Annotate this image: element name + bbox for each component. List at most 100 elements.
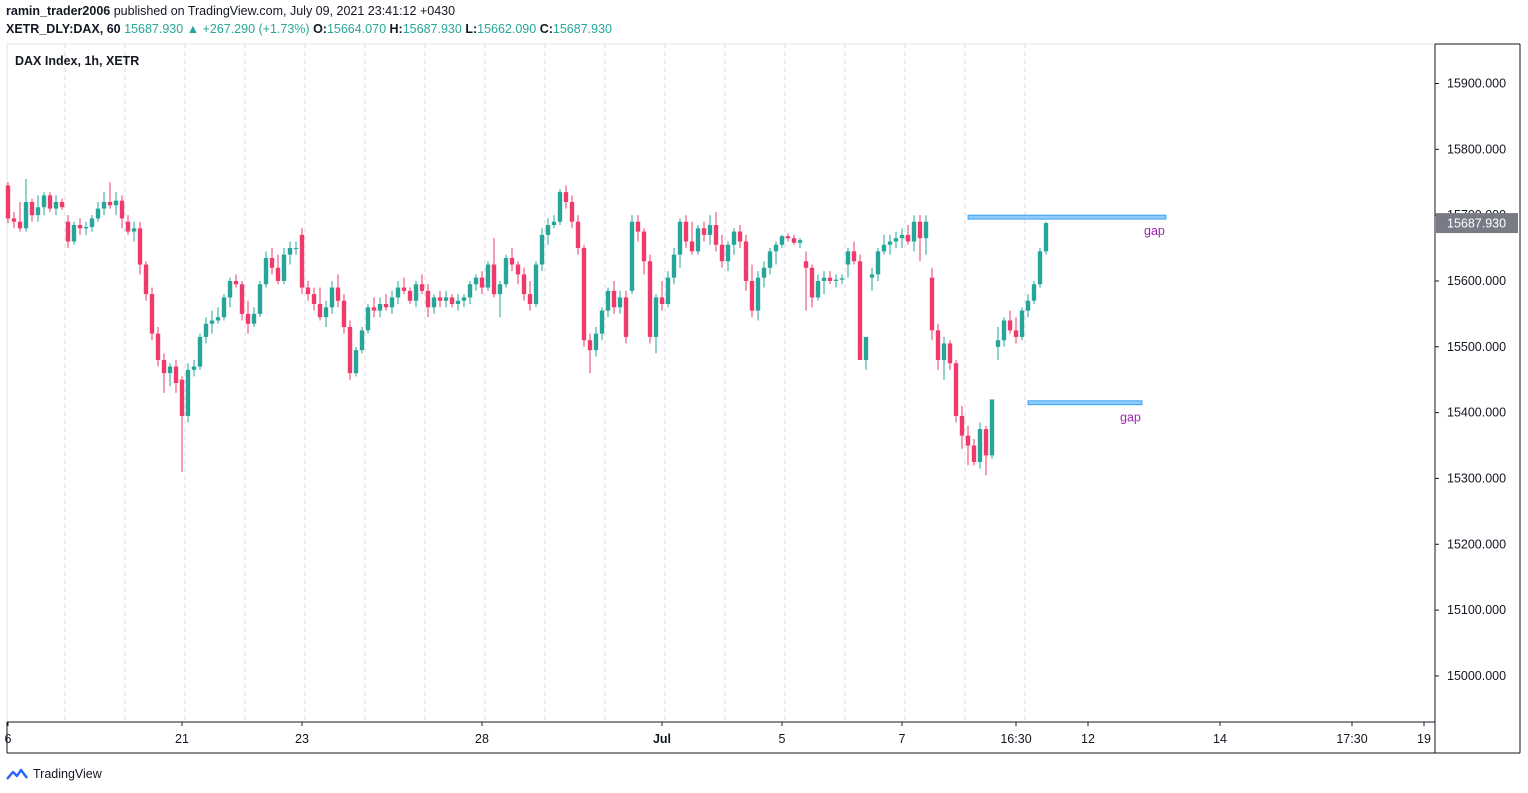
grid-lines xyxy=(64,44,1026,722)
candle-up xyxy=(629,221,635,291)
candle-down xyxy=(683,221,689,242)
tradingview-brand[interactable]: TradingView xyxy=(33,767,102,781)
candle-down xyxy=(1007,320,1013,331)
candle-up xyxy=(497,284,503,295)
candle-down xyxy=(11,218,17,222)
gap-label: gap xyxy=(1144,224,1165,238)
plot-area xyxy=(6,43,1436,723)
candle-down xyxy=(179,379,185,416)
candle-up xyxy=(461,297,467,301)
candle-down xyxy=(689,241,695,252)
candle-up xyxy=(365,307,371,331)
candle-down xyxy=(107,201,113,206)
candle-down xyxy=(827,277,833,281)
candle-up xyxy=(839,278,845,280)
x-tick-label: 6 xyxy=(5,732,12,746)
candle-up xyxy=(605,290,611,311)
candle-up xyxy=(1037,251,1043,285)
candle-up xyxy=(413,284,419,301)
y-axis-ticks: 15000.000 15100.000 15200.000 15300.000 1540… xyxy=(1435,76,1506,683)
candle-up xyxy=(215,317,221,321)
low-label: L: xyxy=(465,22,478,36)
y-tick-label: 15000.000 xyxy=(1447,669,1506,683)
candle-down xyxy=(785,236,791,239)
candle-up xyxy=(593,333,599,351)
candle-down xyxy=(245,313,251,324)
candle-down xyxy=(965,435,971,446)
y-tick-label: 15800.000 xyxy=(1447,142,1506,156)
y-tick-label: 15600.000 xyxy=(1447,274,1506,288)
close-label: C: xyxy=(539,22,553,36)
y-tick-label: 15100.000 xyxy=(1447,603,1506,617)
x-tick-label: 19 xyxy=(1417,732,1431,746)
candle-up xyxy=(1001,320,1007,341)
x-tick-label: 5 xyxy=(779,732,786,746)
candle-down xyxy=(743,241,749,281)
last-price-tag-label: 15687.930 xyxy=(1447,217,1506,231)
candle-down xyxy=(275,267,281,281)
candle-down xyxy=(563,192,569,202)
candle-up xyxy=(653,297,659,337)
candle-up xyxy=(263,257,269,285)
candle-down xyxy=(905,234,911,242)
candle-down xyxy=(401,287,407,291)
open-label: O: xyxy=(313,22,327,36)
candle-down xyxy=(239,284,245,314)
candle-down xyxy=(947,343,953,364)
candle-down xyxy=(647,261,653,337)
last-price: 15687.930 xyxy=(124,22,184,36)
publish-info: ramin_trader2006 published on TradingVie… xyxy=(6,4,455,18)
candle-up xyxy=(167,366,173,374)
published-text: published on TradingView.com, July 09, 2… xyxy=(110,4,456,18)
candle-down xyxy=(713,225,719,245)
candle-up xyxy=(893,238,899,242)
candle-down xyxy=(119,200,125,219)
candle-down xyxy=(749,280,755,311)
candle-down xyxy=(719,244,725,262)
candle-up xyxy=(725,244,731,262)
candle-down xyxy=(803,261,809,268)
x-tick-label: 21 xyxy=(175,732,189,746)
gap-annotations: gap gap xyxy=(967,214,1167,425)
candle-up xyxy=(911,221,917,242)
candle-down xyxy=(581,248,587,341)
candle-down xyxy=(659,297,665,305)
candle-up xyxy=(1019,310,1025,337)
candle-down xyxy=(137,228,143,265)
candle-down xyxy=(791,238,797,243)
up-arrow-icon: ▲ xyxy=(186,22,200,36)
candle-up xyxy=(797,240,803,243)
candle-down xyxy=(29,201,35,216)
candle-down xyxy=(419,284,425,291)
candle-up xyxy=(83,226,89,229)
candle-up xyxy=(1025,300,1031,311)
x-tick-label: 14 xyxy=(1213,732,1227,746)
candle-up xyxy=(227,280,233,298)
gap-label: gap xyxy=(1120,411,1141,425)
candle-up xyxy=(53,201,59,209)
candle-up xyxy=(1043,223,1049,252)
candle-down xyxy=(155,333,161,360)
candle-down xyxy=(611,290,617,308)
tradingview-logo-icon[interactable] xyxy=(6,767,28,781)
candle-up xyxy=(377,304,383,311)
symbol-label: XETR_DLY:DAX, 60 xyxy=(6,22,121,36)
x-tick-label: Jul xyxy=(653,732,671,746)
candle-up xyxy=(779,236,785,245)
candle-down xyxy=(299,234,305,288)
author-name[interactable]: ramin_trader2006 xyxy=(6,4,111,18)
change-value: +267.290 (+1.73%) xyxy=(202,22,310,36)
candle-up xyxy=(395,287,401,298)
candle-up xyxy=(89,218,95,227)
candle-down xyxy=(971,445,977,462)
last-price-marker: 15687.930 xyxy=(1436,213,1518,234)
last-price-tag xyxy=(1436,213,1518,234)
candle-down xyxy=(305,287,311,295)
candle-down xyxy=(575,221,581,249)
symbol-info: XETR_DLY:DAX, 60 15687.930 ▲ +267.290 (+… xyxy=(6,22,612,36)
candle-up xyxy=(221,297,227,318)
candle-down xyxy=(521,274,527,295)
candle-down xyxy=(983,429,989,456)
candle-down xyxy=(1013,330,1019,337)
